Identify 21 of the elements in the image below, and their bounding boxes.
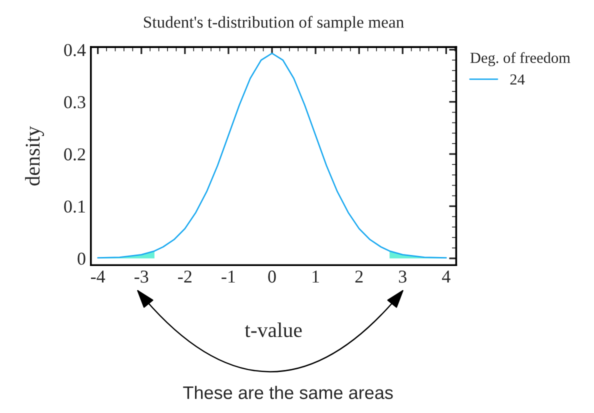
line-series bbox=[97, 52, 447, 259]
x-tick-label: 1 bbox=[312, 270, 319, 283]
y-tick-label: 0 bbox=[78, 252, 86, 265]
y-tick-label: 0.3 bbox=[64, 96, 86, 108]
x-axis-title: t-value bbox=[244, 322, 302, 338]
y-axis-title: density bbox=[25, 126, 44, 186]
y-tick-label: 0.2 bbox=[64, 148, 86, 161]
y-tick-label: 0.1 bbox=[64, 200, 85, 213]
legend-title: Deg. of freedom bbox=[470, 52, 570, 66]
x-tick-label: 2 bbox=[355, 270, 363, 283]
x-tick-label: -2 bbox=[178, 270, 192, 283]
x-tick-label: -3 bbox=[134, 270, 148, 283]
x-tick-label: 3 bbox=[398, 270, 406, 283]
y-tick-label: 0.4 bbox=[64, 44, 86, 56]
legend-label: 24 bbox=[510, 74, 525, 84]
x-tick-label: 4 bbox=[442, 270, 450, 283]
x-tick-label: -1 bbox=[222, 270, 235, 283]
x-tick-label: -4 bbox=[91, 270, 106, 283]
chart-title: Student's t-distribution of sample mean bbox=[144, 16, 404, 32]
text: These are the same areas bbox=[183, 386, 393, 400]
x-tick-label: 0 bbox=[268, 270, 276, 283]
